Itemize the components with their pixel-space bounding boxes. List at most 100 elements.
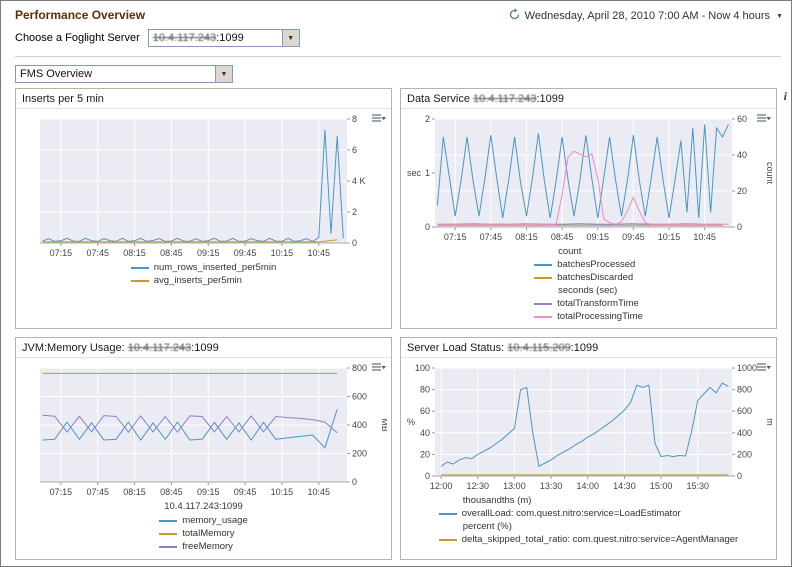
panel-jvm-memory: JVM:Memory Usage: 10.4.117.243:1099 07:1… xyxy=(15,337,392,560)
panel-title-port: :1099 xyxy=(191,342,219,354)
legend-swatch-icon xyxy=(534,315,553,318)
svg-text:10:15: 10:15 xyxy=(271,248,294,258)
panel-title-port: :1099 xyxy=(536,93,564,105)
svg-text:14:30: 14:30 xyxy=(613,481,636,491)
customizer-icon[interactable] xyxy=(372,112,386,130)
svg-text:13:00: 13:00 xyxy=(503,481,526,491)
svg-text:2: 2 xyxy=(425,114,430,124)
panel-body: 12:00 12:30 13:00 13:30 14:00 14:30 15:00 15:30… xyxy=(401,358,776,559)
legend-label: delta_skipped_total_ratio: com.quest.nit… xyxy=(461,534,739,545)
legend-item: freeMemory xyxy=(159,540,247,553)
svg-text:20: 20 xyxy=(420,449,430,459)
svg-text:07:45: 07:45 xyxy=(86,487,109,497)
legend-label: freeMemory xyxy=(182,541,233,552)
panel-title-ip: 10.4.117.243 xyxy=(473,93,537,105)
dropdown-arrow-icon: ▼ xyxy=(281,30,299,46)
svg-text:09:15: 09:15 xyxy=(197,248,220,258)
panel-body: 07:15 07:45 08:15 08:45 09:15 09:45 10:15 10:45… xyxy=(16,358,391,559)
svg-text:0: 0 xyxy=(425,222,430,232)
svg-text:sec: sec xyxy=(407,168,422,178)
panel-title-port: :1099 xyxy=(570,342,599,354)
server-chooser-row: Choose a Foglight Server 10.4.117.243:10… xyxy=(15,29,781,47)
dashboard-grid: Inserts per 5 min 07:15 07:45 08:15 08:45 09… xyxy=(15,88,777,560)
svg-text:08:45: 08:45 xyxy=(160,248,183,258)
svg-text:09:45: 09:45 xyxy=(234,487,257,497)
server-load-legend: thousandths (m) overallLoad: com.quest.ni… xyxy=(438,494,739,546)
svg-text:100: 100 xyxy=(415,363,430,373)
svg-text:09:45: 09:45 xyxy=(234,248,257,258)
legend-swatch-icon xyxy=(159,519,178,522)
info-icon[interactable]: i xyxy=(783,89,787,103)
legend-label: avg_inserts_per5min xyxy=(153,275,242,286)
svg-text:09:15: 09:15 xyxy=(197,487,220,497)
time-range-selector[interactable]: Wednesday, April 28, 2010 7:00 AM - Now … xyxy=(508,8,783,24)
svg-text:40: 40 xyxy=(420,428,430,438)
panel-title-text: Inserts per 5 min xyxy=(22,93,104,105)
svg-text:m: m xyxy=(765,418,772,426)
svg-text:0: 0 xyxy=(737,471,742,481)
customizer-icon[interactable] xyxy=(757,112,771,130)
svg-text:60: 60 xyxy=(737,114,747,124)
panel-title-text: Data Service xyxy=(407,93,474,105)
legend-swatch-icon xyxy=(159,545,178,548)
svg-text:800: 800 xyxy=(352,363,367,373)
legend-label: totalMemory xyxy=(182,528,235,539)
jvm-memory-legend: 10.4.117.243:1099 memory_usage totalMemory… xyxy=(159,500,248,553)
legend-label: num_rows_inserted_per5min xyxy=(153,262,277,273)
inserts-chart-canvas: 07:15 07:45 08:15 08:45 09:15 09:45 10:15 10:45… xyxy=(20,111,387,259)
svg-text:%: % xyxy=(407,417,415,427)
svg-text:10:15: 10:15 xyxy=(658,232,681,242)
panel-title: Server Load Status: 10.4.115.209:1099 xyxy=(401,338,776,358)
svg-text:07:45: 07:45 xyxy=(86,248,109,258)
jvm-memory-chart-canvas: 07:15 07:45 08:15 08:45 09:15 09:45 10:15 10:45… xyxy=(20,360,390,498)
foglight-server-value: 10.4.117.243:1099 xyxy=(149,30,282,46)
data-service-legend: count batchesProcessed batchesDiscarded sec… xyxy=(534,245,643,323)
customizer-icon[interactable] xyxy=(372,361,386,379)
x-axis-label: 10.4.117.243:1099 xyxy=(164,501,243,512)
svg-text:8: 8 xyxy=(352,114,357,124)
customizer-icon[interactable] xyxy=(757,361,771,379)
time-range-icon xyxy=(508,8,521,24)
svg-text:12:30: 12:30 xyxy=(467,481,490,491)
view-select[interactable]: FMS Overview ▼ xyxy=(15,65,233,83)
svg-text:14:00: 14:00 xyxy=(577,481,600,491)
legend-group-header: thousandths (m) xyxy=(462,495,532,506)
server-port: :1099 xyxy=(216,32,244,44)
svg-text:07:15: 07:15 xyxy=(50,248,73,258)
svg-text:10:45: 10:45 xyxy=(307,487,330,497)
svg-text:40: 40 xyxy=(737,150,747,160)
legend-group-header: seconds (sec) xyxy=(558,285,618,296)
legend-item: avg_inserts_per5min xyxy=(130,274,277,287)
svg-text:10:45: 10:45 xyxy=(307,248,330,258)
page-title: Performance Overview xyxy=(15,8,146,22)
view-select-value: FMS Overview xyxy=(20,68,93,80)
svg-text:0: 0 xyxy=(352,238,357,248)
panel-title: Data Service 10.4.117.243:1099 xyxy=(401,89,776,109)
legend-label: batchesDiscarded xyxy=(557,272,634,283)
legend-item: batchesProcessed xyxy=(534,258,643,271)
panel-body: 07:15 07:45 08:15 08:45 09:15 09:45 10:15 10:45… xyxy=(16,109,391,328)
server-load-chart-canvas: 12:00 12:30 13:00 13:30 14:00 14:30 15:00 15:30… xyxy=(405,360,775,492)
svg-text:08:15: 08:15 xyxy=(123,248,146,258)
svg-text:15:30: 15:30 xyxy=(687,481,710,491)
panel-title: JVM:Memory Usage: 10.4.117.243:1099 xyxy=(16,338,391,358)
panel-server-load: Server Load Status: 10.4.115.209:1099 12… xyxy=(400,337,777,560)
panel-title: Inserts per 5 min xyxy=(16,89,391,109)
svg-text:07:15: 07:15 xyxy=(50,487,73,497)
legend-swatch-icon xyxy=(130,279,149,282)
svg-text:20: 20 xyxy=(737,186,747,196)
header-divider xyxy=(15,56,781,57)
page-header: Performance Overview Wednesday, April 28… xyxy=(1,1,791,57)
svg-text:09:45: 09:45 xyxy=(622,232,645,242)
svg-text:200: 200 xyxy=(352,449,367,459)
svg-text:07:45: 07:45 xyxy=(480,232,503,242)
panel-inserts: Inserts per 5 min 07:15 07:45 08:15 08:45 09… xyxy=(15,88,392,329)
legend-item: batchesDiscarded xyxy=(534,271,643,284)
legend-item: totalMemory xyxy=(159,527,247,540)
legend-group-header: count xyxy=(558,246,582,257)
foglight-server-select[interactable]: 10.4.117.243:1099 ▼ xyxy=(147,29,300,47)
svg-text:MB: MB xyxy=(380,418,387,432)
svg-text:08:15: 08:15 xyxy=(515,232,538,242)
server-ip: 10.4.117.243 xyxy=(152,32,217,44)
